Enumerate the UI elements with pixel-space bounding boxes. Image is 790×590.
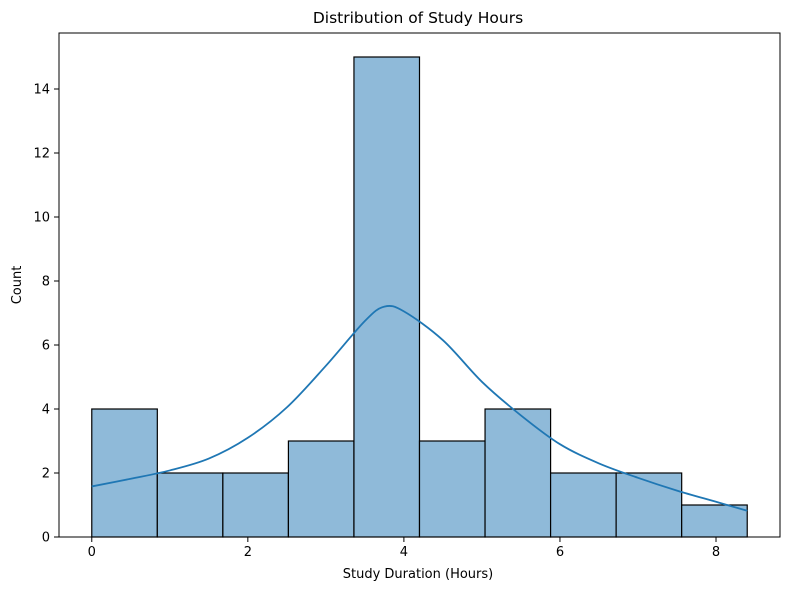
histogram-bar [156, 472, 224, 538]
y-tick-label: 14 [33, 83, 50, 98]
x-tick-label: 0 [88, 545, 96, 560]
x-tick-label: 6 [556, 545, 564, 560]
y-tick-label: 6 [42, 339, 50, 354]
y-tick-label: 8 [42, 275, 50, 290]
histogram-bar [287, 440, 355, 538]
histogram-bar [681, 504, 748, 538]
histogram-bar [484, 408, 552, 538]
histogram-bar [91, 408, 158, 538]
y-tick-label: 12 [33, 147, 50, 162]
chart-title: Distribution of Study Hours [313, 9, 523, 27]
x-axis: 0 2 4 6 8 [88, 537, 720, 560]
kde-group [91, 304, 748, 512]
x-tick-label: 8 [712, 545, 720, 560]
y-axis: 0 2 4 6 8 10 12 14 [33, 83, 59, 546]
y-tick-label: 10 [33, 211, 50, 226]
y-axis-label: Count [10, 266, 25, 305]
y-tick-label: 4 [42, 403, 50, 418]
histogram-bar [353, 56, 421, 538]
x-tick-label: 2 [244, 545, 252, 560]
histogram-bar [549, 472, 617, 538]
histogram-bar [418, 440, 486, 538]
x-tick-label: 4 [400, 545, 408, 560]
histogram-bar [615, 472, 683, 538]
kde-line [91, 304, 748, 512]
bars-group [91, 56, 748, 538]
plot-frame [58, 32, 781, 538]
y-tick-label: 0 [42, 531, 50, 546]
x-axis-label: Study Duration (Hours) [343, 567, 494, 582]
y-tick-label: 2 [42, 467, 50, 482]
histogram-bar [222, 472, 290, 538]
